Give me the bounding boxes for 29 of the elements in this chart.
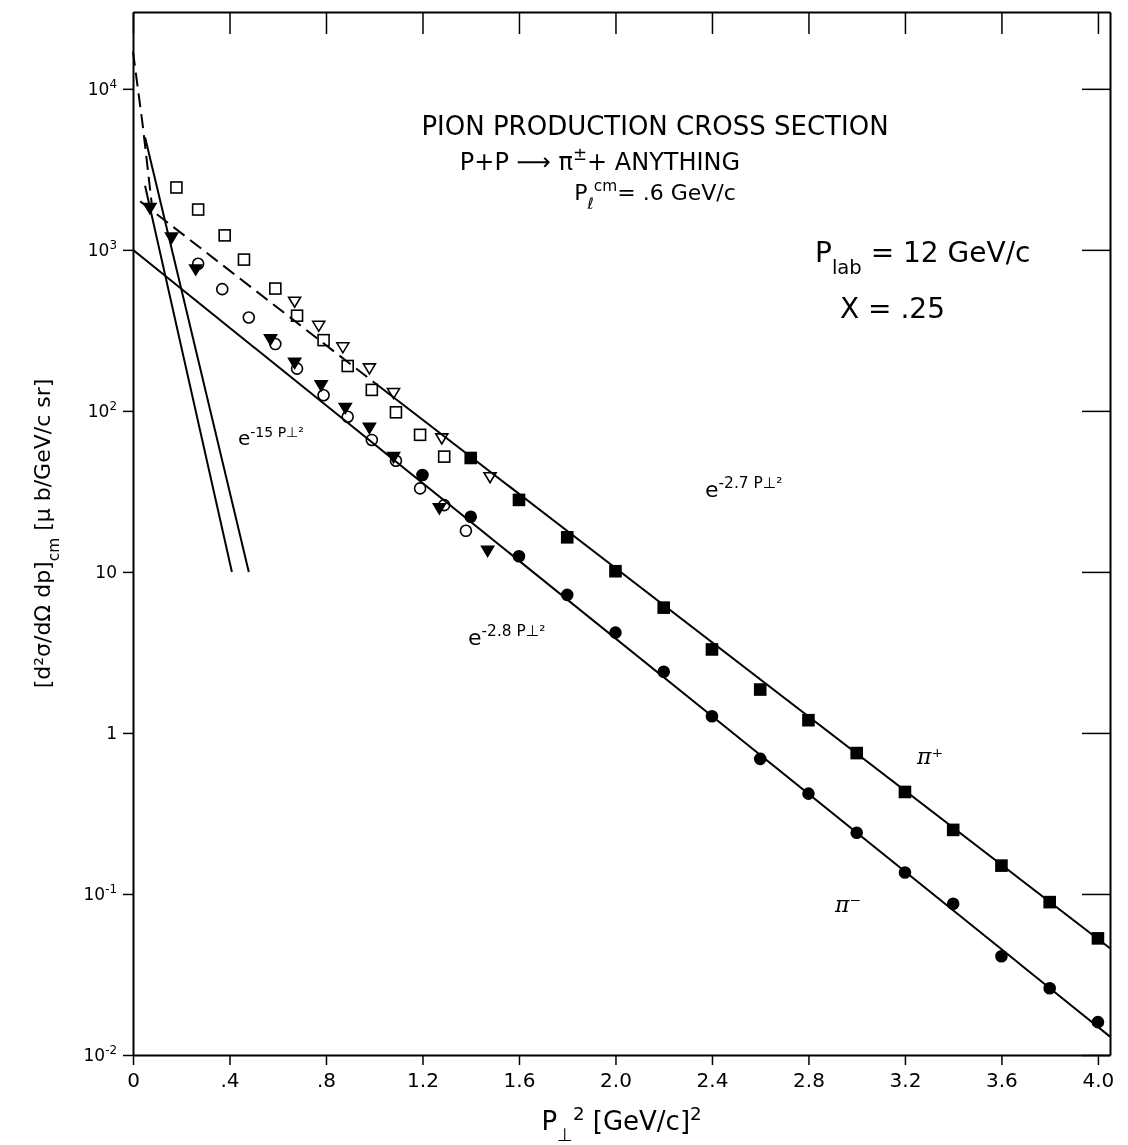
x-tick-label: 1.6 <box>503 1068 536 1093</box>
y-tick-label: 10$^{-1}$ <box>83 881 117 904</box>
x-tick-label: 2.0 <box>600 1068 632 1093</box>
y-tick-label: 10$^{4}$ <box>87 76 117 99</box>
y-tick-label: 10$^{-2}$ <box>83 1042 117 1065</box>
x-tick-label: 3.2 <box>889 1068 922 1093</box>
text: P+P ⟶ π$^{±}$+ ANYTHING <box>459 144 741 176</box>
x-tick-label: 2.8 <box>793 1068 825 1093</box>
annotation: e$^{-2.7 P⊥²}$ <box>705 474 783 502</box>
x-tick-label: 4.0 <box>1082 1068 1115 1093</box>
x-tick-label: 2.4 <box>696 1068 729 1093</box>
x-tick-label: 1.2 <box>407 1068 439 1093</box>
y-tick-label: 10 <box>95 561 117 582</box>
annotation: e$^{-15 P⊥²}$ <box>238 424 304 450</box>
x-tick-label: .8 <box>316 1068 337 1093</box>
annotation: P$_{ℓ}$$^{cm}$= .6 GeV/c <box>574 177 736 213</box>
annotation: e$^{-2.8 P⊥²}$ <box>468 622 546 650</box>
series-label: π⁻ <box>833 892 862 918</box>
y-tick-label: 10$^{2}$ <box>87 398 117 421</box>
x-tick-label: 3.6 <box>986 1068 1018 1093</box>
y-tick-label: 1 <box>106 722 117 743</box>
x-tick-label: .4 <box>220 1068 240 1093</box>
annotation: P$_{lab}$ = 12 GeV/c <box>815 236 1031 279</box>
series-label: π⁺ <box>915 743 944 769</box>
x-tick-label: 0 <box>127 1068 140 1093</box>
y-tick-label: 10$^{3}$ <box>87 237 117 260</box>
x-axis-title: P$_{⊥}$$^{2}$ [GeV/c]$^{2}$ <box>541 1102 702 1145</box>
text: PION PRODUCTION CROSS SECTION <box>421 111 889 141</box>
annotation: X = .25 <box>840 292 945 325</box>
